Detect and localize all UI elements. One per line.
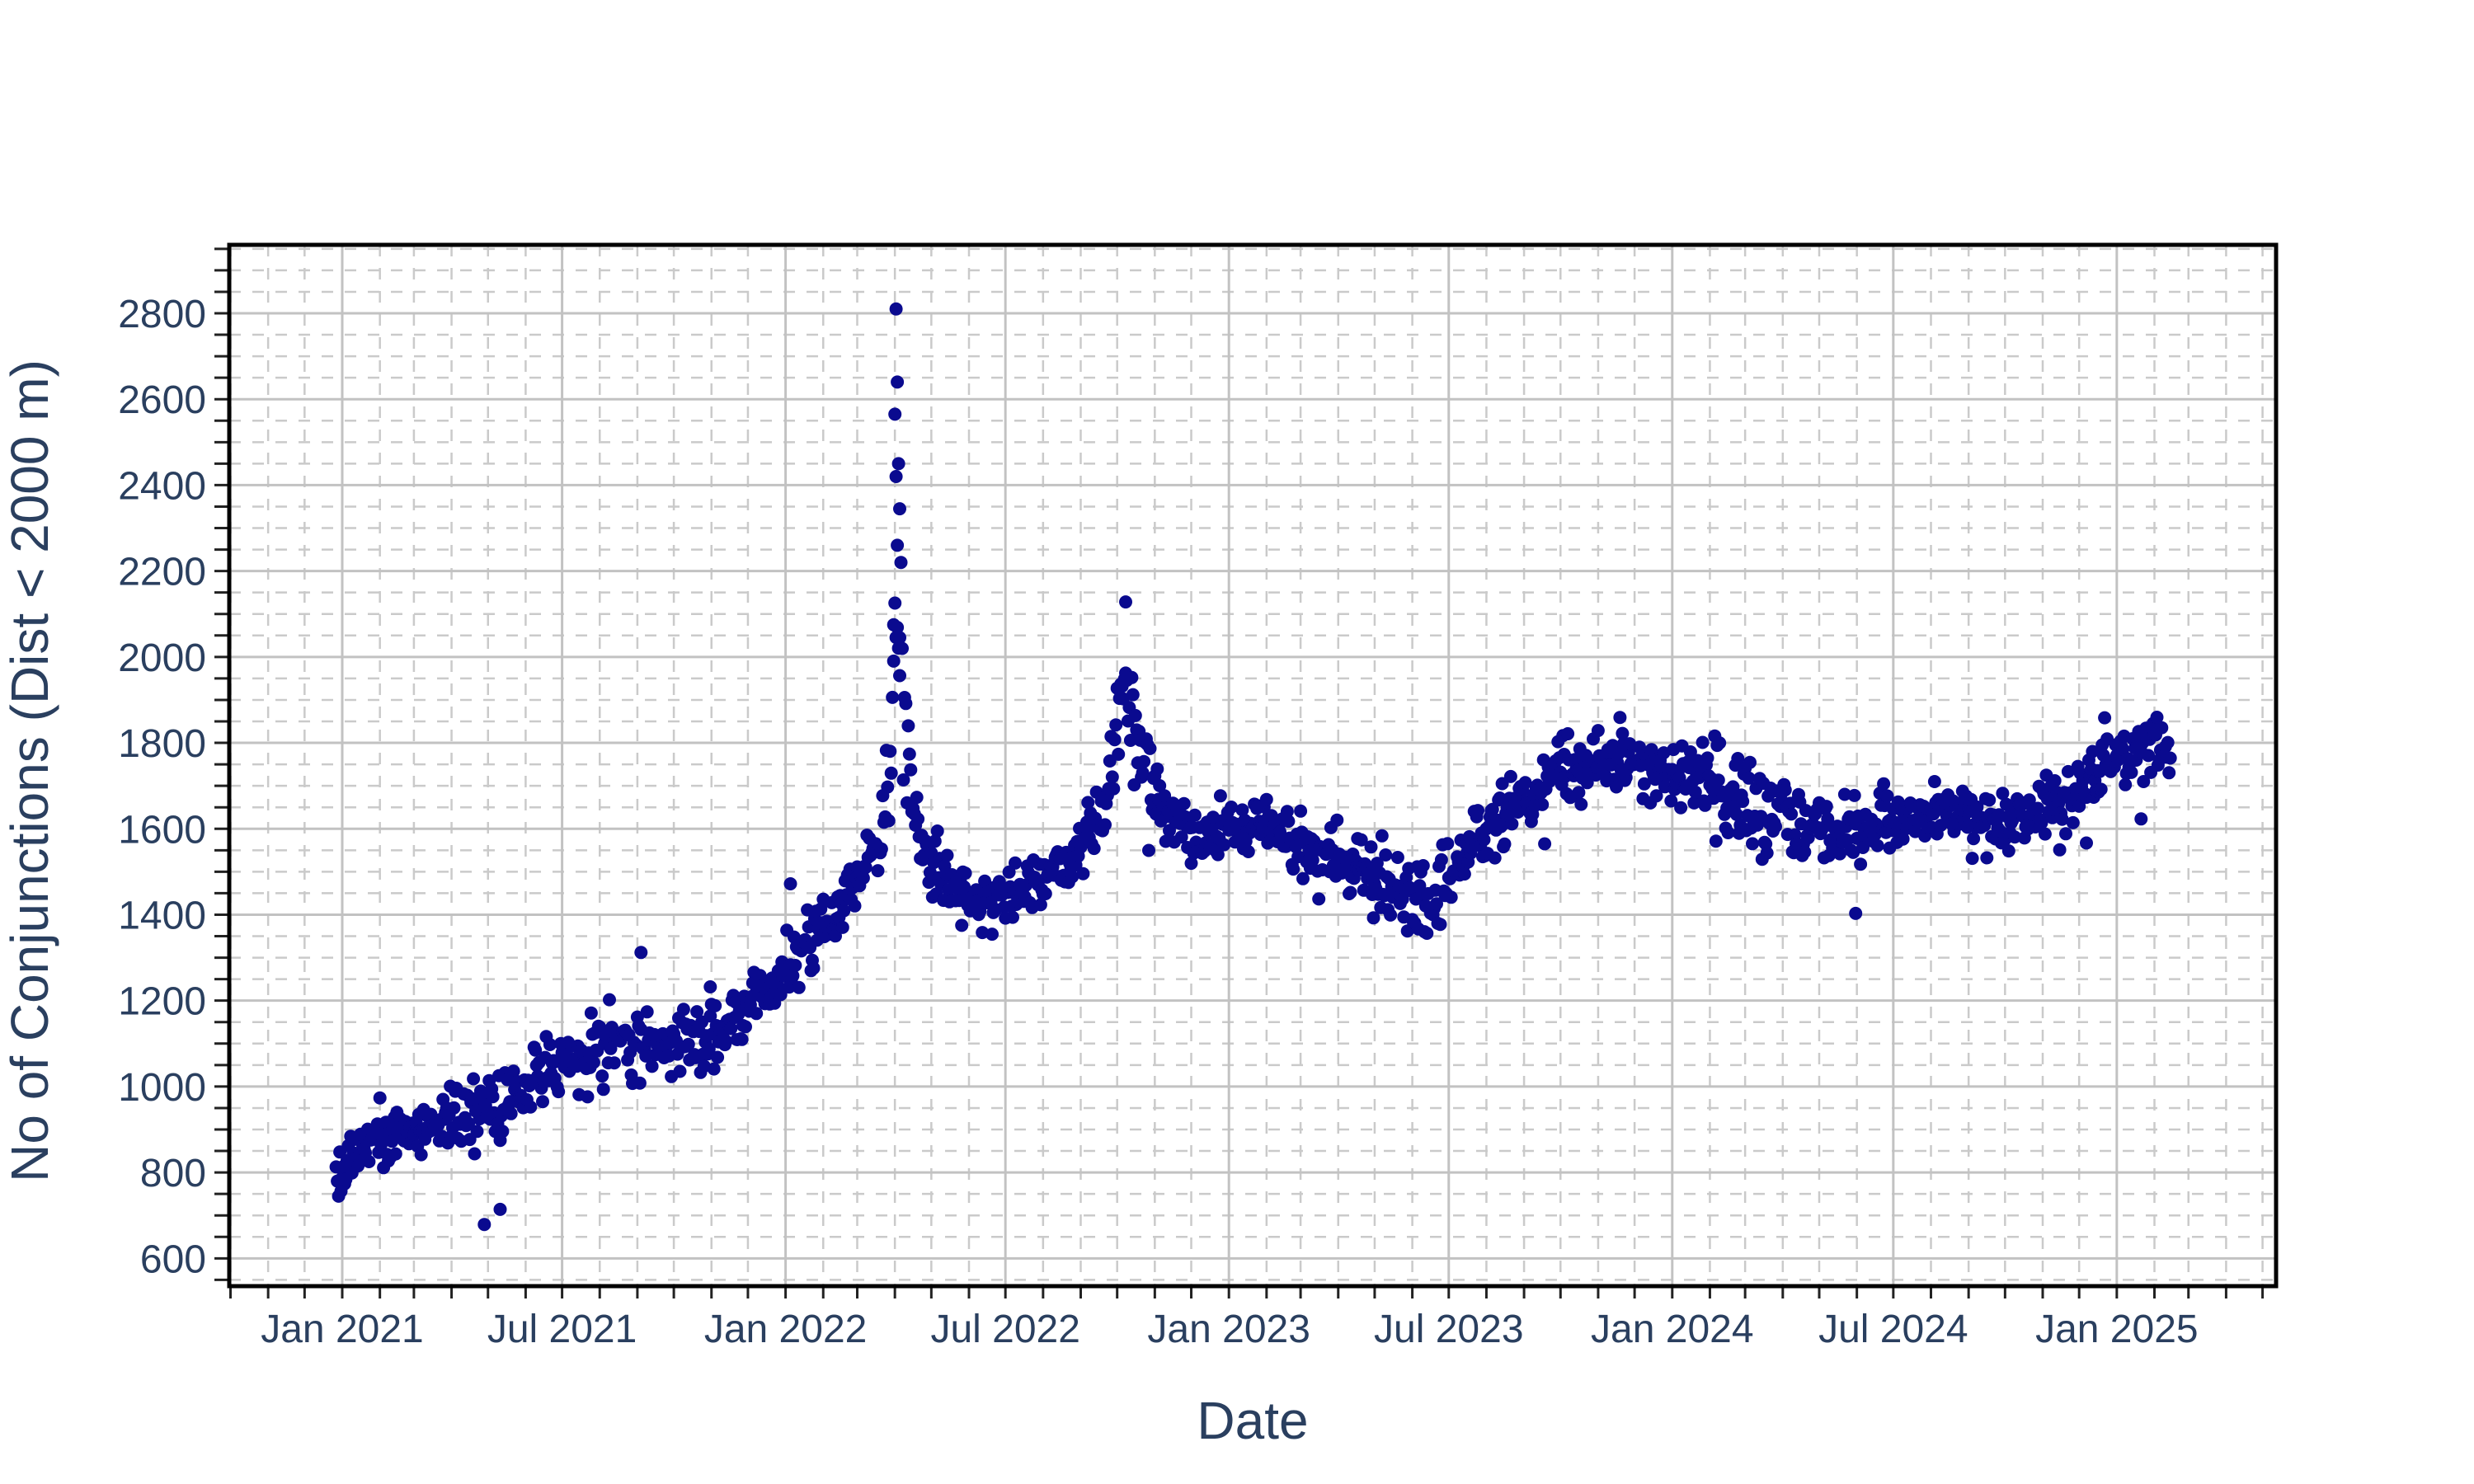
x-tick-label: Jan 2022 (704, 1308, 868, 1351)
x-tick-label: Jan 2024 (1591, 1308, 1754, 1351)
y-tick-label: 2800 (118, 293, 206, 336)
y-tick-label: 600 (140, 1237, 206, 1281)
y-tick-label: 800 (140, 1152, 206, 1195)
y-axis-tick-labels: 600 800 1000 1200 1400 1600 1800 2000 2200 2400 26… (118, 293, 206, 1281)
y-tick-label: 1400 (118, 894, 206, 937)
x-axis-tick-labels: Jan 2021 Jul 2021 Jan 2022 Jul 2022 Jan 2023… (261, 1308, 2198, 1351)
x-tick-label: Jan 2023 (1147, 1308, 1310, 1351)
x-tick-label: Jul 2023 (1374, 1308, 1523, 1351)
y-tick-label: 1600 (118, 808, 206, 852)
y-tick-label: 2200 (118, 551, 206, 594)
y-tick-label: 2600 (118, 378, 206, 422)
plot-border (227, 242, 2279, 1289)
y-tick-label: 1800 (118, 722, 206, 766)
x-tick-label: Jul 2022 (930, 1308, 1079, 1351)
minor-gridlines (229, 245, 2276, 1286)
y-tick-label: 1200 (118, 980, 206, 1024)
data-points (329, 302, 2177, 1232)
axis-ticks (214, 247, 2265, 1298)
major-gridlines (229, 245, 2276, 1286)
x-axis-title: Date (1197, 1391, 1308, 1450)
y-tick-label: 2000 (118, 636, 206, 680)
x-tick-label: Jul 2021 (487, 1308, 637, 1351)
y-tick-label: 1000 (118, 1066, 206, 1110)
x-tick-label: Jul 2024 (1818, 1308, 1968, 1351)
y-axis-title: No of Conjunctions (Dist < 2000 m) (0, 359, 59, 1182)
y-tick-label: 2400 (118, 464, 206, 508)
x-tick-label: Jan 2025 (2035, 1308, 2199, 1351)
x-tick-label: Jan 2021 (261, 1308, 424, 1351)
